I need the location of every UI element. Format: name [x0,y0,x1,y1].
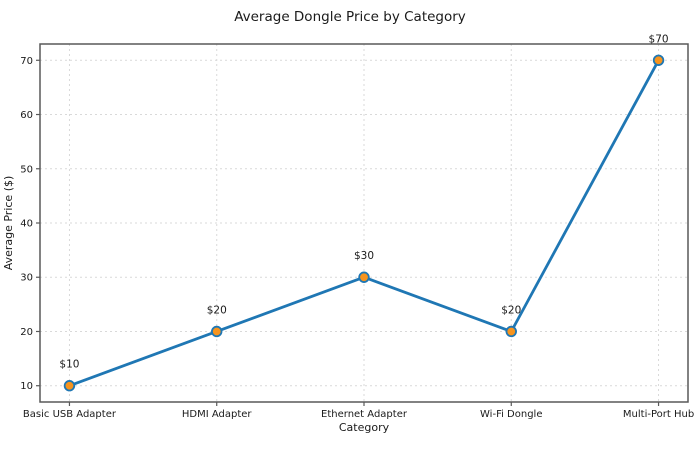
y-tick-label: 20 [20,327,33,338]
data-point-marker [211,325,223,338]
y-tick-label: 30 [20,273,33,284]
y-tick-label: 60 [20,110,33,121]
point-annotation: $20 [501,304,521,316]
x-axis-title: Category [338,421,390,434]
x-tick-label: Multi-Port Hub [623,409,694,420]
y-tick-label: 10 [20,381,33,392]
x-tick-label: Basic USB Adapter [23,409,117,420]
data-point-marker [358,271,370,283]
data-point-marker [63,380,76,392]
y-tick-label: 70 [20,56,33,67]
data-point-marker [652,54,665,66]
x-tick-label: HDMI Adapter [182,409,253,420]
y-axis-title: Average Price ($) [2,176,15,271]
point-annotation: $20 [207,304,227,316]
data-point-marker [505,325,517,338]
chart-title: Average Dongle Price by Category [234,9,466,25]
plot-border [39,43,689,403]
y-tick-label: 40 [20,219,33,230]
point-annotation: $30 [354,250,374,262]
x-tick-label: Wi-Fi Dongle [480,409,542,420]
x-tick-label: Ethernet Adapter [321,409,408,420]
point-annotation: $70 [649,33,669,45]
y-tick-label: 50 [20,164,33,175]
point-annotation: $10 [59,359,79,371]
